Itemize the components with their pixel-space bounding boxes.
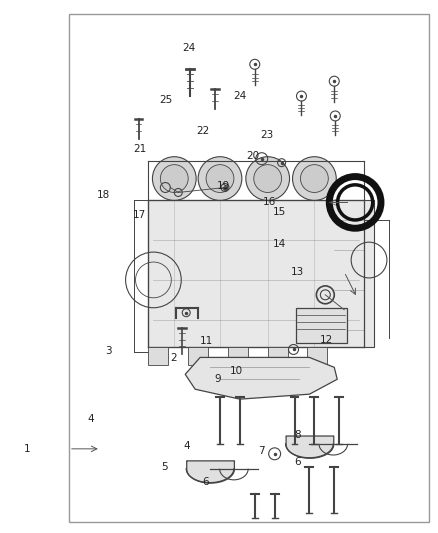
Text: 16: 16 <box>262 197 276 207</box>
Polygon shape <box>185 358 337 399</box>
Text: 20: 20 <box>247 151 259 161</box>
Circle shape <box>300 165 328 192</box>
Circle shape <box>246 157 290 200</box>
Bar <box>69 14 429 522</box>
Text: 15: 15 <box>273 207 286 217</box>
Text: 24: 24 <box>233 91 247 101</box>
Text: 1: 1 <box>24 444 31 454</box>
Text: 25: 25 <box>159 95 173 104</box>
Circle shape <box>160 165 188 192</box>
Bar <box>307 348 327 365</box>
Bar <box>228 348 248 365</box>
Text: 7: 7 <box>258 446 265 456</box>
Text: 14: 14 <box>273 239 286 249</box>
Text: 5: 5 <box>161 462 168 472</box>
Text: 3: 3 <box>105 346 111 356</box>
Circle shape <box>293 157 336 200</box>
Bar <box>188 348 208 365</box>
Bar <box>148 200 374 348</box>
Text: 6: 6 <box>202 477 208 487</box>
Bar <box>268 348 288 365</box>
Text: 8: 8 <box>294 430 300 440</box>
Text: 17: 17 <box>133 209 146 220</box>
Circle shape <box>206 165 234 192</box>
Text: 18: 18 <box>97 190 110 200</box>
Text: 13: 13 <box>291 267 304 277</box>
Bar <box>148 348 168 365</box>
Text: 21: 21 <box>133 144 146 154</box>
Circle shape <box>152 157 196 200</box>
Circle shape <box>198 157 242 200</box>
Text: 10: 10 <box>230 366 243 376</box>
Text: 4: 4 <box>183 440 190 450</box>
Text: 11: 11 <box>199 336 212 345</box>
Text: 6: 6 <box>294 457 300 467</box>
Text: 24: 24 <box>182 43 195 53</box>
Text: 12: 12 <box>320 335 334 345</box>
Text: 2: 2 <box>170 353 177 362</box>
Text: 9: 9 <box>215 374 222 384</box>
Text: 4: 4 <box>87 414 94 424</box>
Text: 23: 23 <box>260 130 273 140</box>
Circle shape <box>254 165 282 192</box>
Text: 19: 19 <box>217 181 230 191</box>
Bar <box>296 308 347 343</box>
Text: 22: 22 <box>196 126 209 136</box>
